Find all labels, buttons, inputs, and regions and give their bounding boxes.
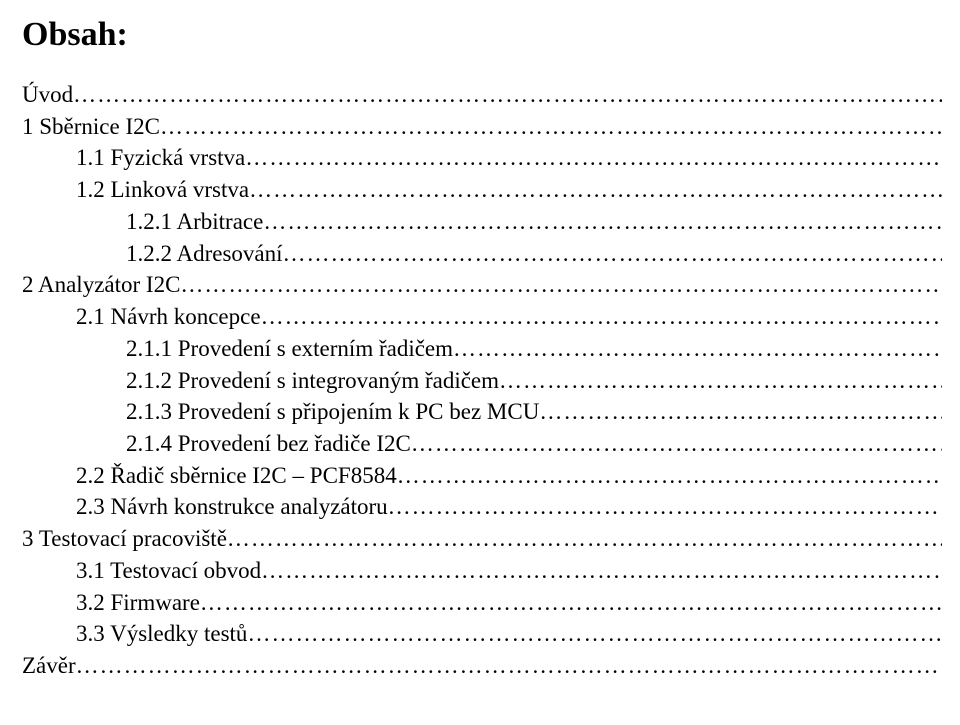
toc-entry-page: 14	[942, 206, 960, 238]
toc-leader	[76, 650, 942, 682]
toc-entry: 2.2 Řadič sběrnice I2C – PCF8584 22	[22, 460, 960, 492]
toc-leader	[73, 79, 942, 111]
toc-entry-page: 12	[942, 142, 960, 174]
toc-entry-label: Úvod	[22, 79, 73, 111]
toc-leader	[180, 269, 942, 301]
toc-entry-label: 3.2 Firmware	[76, 587, 200, 619]
toc-entry: 3.2 Firmware 30	[22, 587, 960, 619]
toc-entry-page: 17	[942, 301, 960, 333]
toc-leader	[200, 587, 942, 619]
toc-entry-page: 19	[942, 333, 960, 365]
toc-entry-label: 3.3 Výsledky testů	[76, 618, 247, 650]
toc-entry: 2.1.4 Provedení bez řadiče I2C 21	[22, 428, 960, 460]
toc-leader	[227, 523, 942, 555]
toc-entry: 2.1.2 Provedení s integrovaným řadičem 1…	[22, 365, 960, 397]
toc-entry: Úvod 10	[22, 79, 960, 111]
toc-leader	[247, 618, 942, 650]
toc-entry: 3.3 Výsledky testů 32	[22, 618, 960, 650]
toc-entry-label: 2.3 Návrh konstrukce analyzátoru	[76, 491, 388, 523]
toc-entry: Závěr 34	[22, 650, 960, 682]
toc-entry-page: 21	[942, 428, 960, 460]
toc-leader	[539, 396, 942, 428]
toc-entry-page: 32	[942, 618, 960, 650]
toc-entry: 3 Testovací pracoviště 27	[22, 523, 960, 555]
toc-entry-label: 3.1 Testovací obvod	[76, 555, 261, 587]
toc-leader	[249, 174, 942, 206]
toc-leader	[263, 206, 942, 238]
toc-leader	[453, 333, 942, 365]
toc-entry: 1.2.2 Adresování 15	[22, 238, 960, 270]
toc-leader	[283, 238, 942, 270]
toc-entry-label: 2.2 Řadič sběrnice I2C – PCF8584	[76, 460, 397, 492]
toc-leader	[388, 491, 942, 523]
toc-entry-page: 14	[942, 174, 960, 206]
toc-entry: 2 Analyzátor I2C 17	[22, 269, 960, 301]
toc-leader	[261, 555, 942, 587]
toc-leader	[160, 111, 942, 143]
toc-entry-label: 1 Sběrnice I2C	[22, 111, 160, 143]
toc-entry: 1 Sběrnice I2C 11	[22, 111, 960, 143]
toc-entry-page: 30	[942, 587, 960, 619]
toc-entry-page: 10	[942, 79, 960, 111]
toc-entry: 2.3 Návrh konstrukce analyzátoru 25	[22, 491, 960, 523]
toc-entry-label: Závěr	[22, 650, 76, 682]
toc-entry-page: 34	[942, 650, 960, 682]
toc-entry-label: 2 Analyzátor I2C	[22, 269, 180, 301]
toc-entry: 2.1.3 Provedení s připojením k PC bez MC…	[22, 396, 960, 428]
toc-entry-page: 25	[942, 491, 960, 523]
toc-entry: 1.2.1 Arbitrace 14	[22, 206, 960, 238]
toc-list: Úvod 10 1 Sběrnice I2C 11 1.1 Fyzická vr…	[22, 79, 960, 682]
toc-entry: 2.1.1 Provedení s externím řadičem 19	[22, 333, 960, 365]
toc-entry-page: 15	[942, 238, 960, 270]
toc-entry-label: 1.1 Fyzická vrstva	[76, 142, 245, 174]
toc-entry: 2.1 Návrh koncepce 17	[22, 301, 960, 333]
toc-entry-page: 11	[942, 111, 960, 143]
toc-leader	[499, 365, 942, 397]
toc-entry-page: 29	[942, 555, 960, 587]
toc-leader	[245, 142, 942, 174]
toc-entry-label: 2.1.3 Provedení s připojením k PC bez MC…	[126, 396, 539, 428]
toc-entry-label: 2.1 Návrh koncepce	[76, 301, 261, 333]
toc-entry: 3.1 Testovací obvod 29	[22, 555, 960, 587]
toc-entry-label: 2.1.1 Provedení s externím řadičem	[126, 333, 453, 365]
toc-leader	[261, 301, 942, 333]
toc-entry-page: 22	[942, 460, 960, 492]
toc-entry: 1.2 Linková vrstva 14	[22, 174, 960, 206]
toc-entry-label: 1.2.2 Adresování	[126, 238, 283, 270]
toc-heading: Obsah:	[22, 12, 960, 59]
toc-entry-page: 19	[942, 365, 960, 397]
toc-entry-page: 20	[942, 396, 960, 428]
toc-entry-label: 1.2.1 Arbitrace	[126, 206, 263, 238]
toc-entry-page: 17	[942, 269, 960, 301]
toc-leader	[411, 428, 942, 460]
toc-entry-page: 27	[942, 523, 960, 555]
toc-leader	[397, 460, 942, 492]
toc-entry-label: 3 Testovací pracoviště	[22, 523, 227, 555]
toc-entry-label: 2.1.2 Provedení s integrovaným řadičem	[126, 365, 499, 397]
toc-entry-label: 1.2 Linková vrstva	[76, 174, 249, 206]
toc-entry-label: 2.1.4 Provedení bez řadiče I2C	[126, 428, 411, 460]
toc-entry: 1.1 Fyzická vrstva 12	[22, 142, 960, 174]
